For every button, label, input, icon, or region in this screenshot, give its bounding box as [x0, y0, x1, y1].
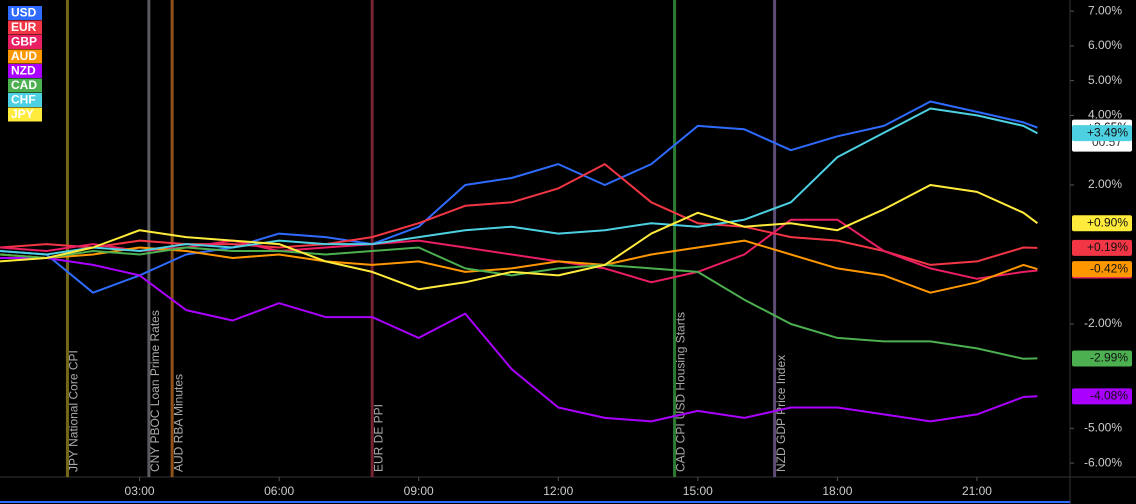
legend-swatch [8, 107, 42, 122]
event-label: EUR DE PPI [371, 404, 385, 472]
legend-swatch [8, 35, 42, 49]
last-value-label: -4.08% [1090, 389, 1128, 403]
legend-label: CAD [11, 78, 37, 92]
last-value-box [1072, 239, 1132, 256]
last-value-label: -2.99% [1090, 351, 1128, 365]
y-tick-label: -2.00% [1084, 316, 1122, 330]
event-label: USD Housing Starts [674, 312, 688, 419]
y-tick-label: 2.00% [1088, 177, 1122, 191]
y-tick-label: 5.00% [1088, 73, 1122, 87]
x-tick-label: 09:00 [404, 484, 434, 498]
x-tick-label: 15:00 [683, 484, 713, 498]
last-value-box [1072, 215, 1132, 232]
last-value-box [1072, 125, 1132, 142]
legend-label: GBP [11, 35, 37, 49]
legend-label: EUR [11, 20, 37, 34]
legend-label: NZD [11, 64, 36, 78]
x-tick-label: 12:00 [543, 484, 573, 498]
x-tick-label: 03:00 [125, 484, 155, 498]
series-line [0, 239, 1038, 294]
y-tick-label: -5.00% [1084, 420, 1122, 434]
legend-label: JPY [11, 107, 34, 121]
last-value-box [1072, 350, 1132, 367]
last-value-label: +0.90% [1087, 215, 1128, 229]
last-value-label: -0.42% [1090, 261, 1128, 275]
legend-label: AUD [11, 49, 37, 63]
series-line [0, 184, 1038, 291]
last-value-label: +0.19% [1087, 240, 1128, 254]
event-label: JPY National Core CPI [67, 350, 81, 472]
legend-label: USD [11, 6, 37, 20]
legend-swatch [8, 64, 42, 78]
y-tick-label: 7.00% [1088, 3, 1122, 17]
y-tick-label: -6.00% [1084, 455, 1122, 469]
series-line [0, 100, 1038, 294]
legend-swatch [8, 93, 42, 107]
event-label: AUD RBA Minutes [171, 374, 185, 472]
legend-swatch [8, 49, 42, 64]
last-value-box [1072, 388, 1132, 405]
event-label: NZD GDP Price Index [774, 355, 788, 472]
legend-label: CHF [11, 93, 36, 107]
x-tick-label: 18:00 [822, 484, 852, 498]
last-value-label: +3.49% [1087, 125, 1128, 139]
legend-swatch [8, 6, 42, 20]
event-label: CNY PBOC Loan Prime Rates [148, 310, 162, 472]
legend-swatch [8, 20, 42, 35]
series-line [0, 107, 1038, 256]
x-tick-label: 06:00 [264, 484, 294, 498]
legend-swatch [8, 78, 42, 93]
y-tick-label: 4.00% [1088, 108, 1122, 122]
event-label: CAD CPI [674, 423, 688, 472]
last-value-box [1072, 261, 1132, 278]
series-line [0, 257, 1038, 423]
series-line [0, 246, 1038, 360]
y-tick-label: 6.00% [1088, 38, 1122, 52]
x-tick-label: 21:00 [962, 484, 992, 498]
